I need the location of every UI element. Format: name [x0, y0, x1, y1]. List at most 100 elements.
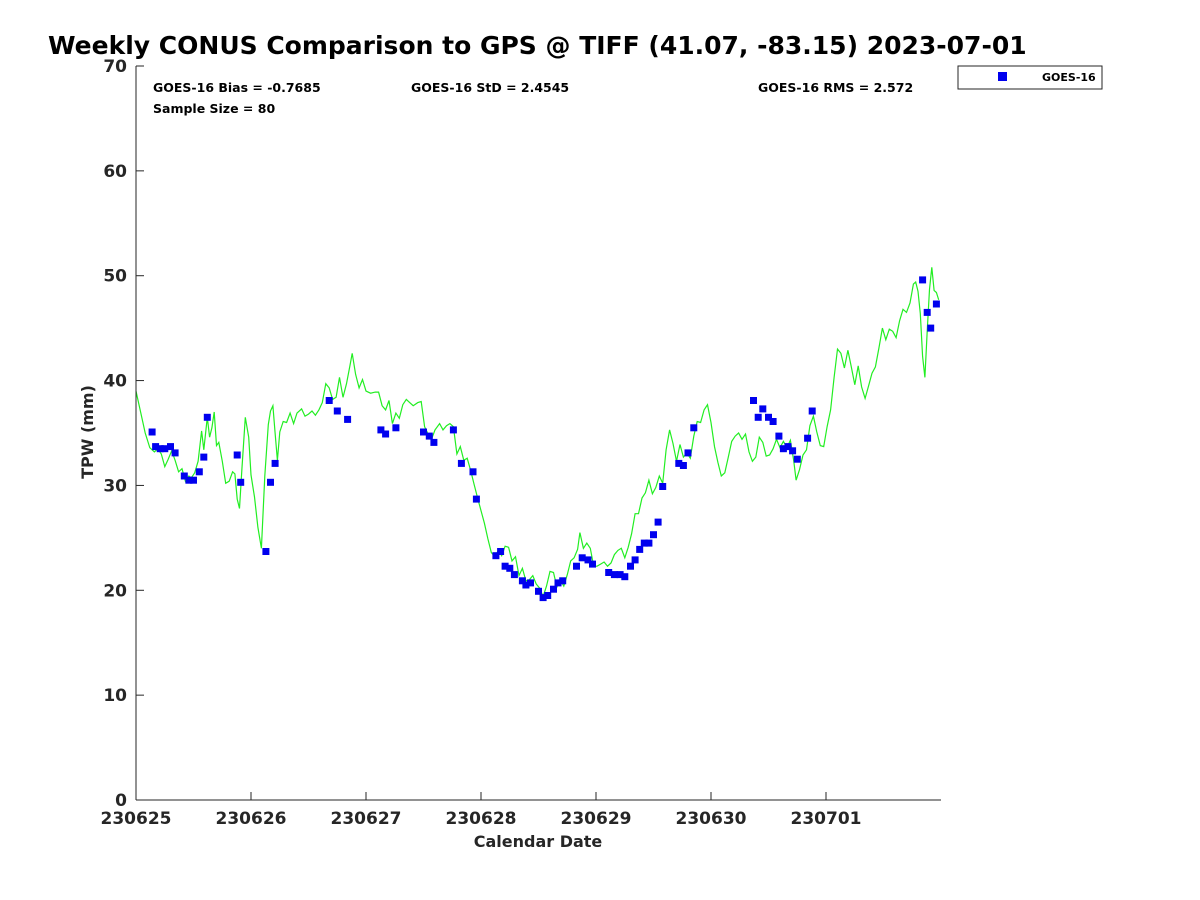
x-tick-label: 230627 — [331, 809, 402, 829]
goes16-point — [469, 468, 477, 476]
goes16-point — [621, 573, 629, 581]
y-axis-label: TPW (mm) — [78, 385, 97, 479]
legend-marker-goes16 — [998, 72, 1007, 81]
goes16-point — [610, 571, 618, 579]
goes16-point — [769, 418, 777, 425]
goes16-point — [518, 577, 526, 585]
goes16-point — [559, 577, 567, 585]
goes16-point — [640, 539, 648, 547]
y-tick-label: 60 — [103, 162, 127, 182]
goes16-point — [152, 443, 160, 451]
goes16-point — [789, 447, 797, 455]
goes16-point — [148, 428, 156, 436]
legend-label-goes16: GOES-16 — [1042, 71, 1096, 84]
goes16-point — [382, 430, 390, 438]
goes16-point — [167, 443, 174, 451]
goes16-point — [573, 562, 580, 570]
goes16-point — [589, 560, 596, 568]
goes16-point — [203, 413, 211, 421]
goes16-point — [527, 579, 534, 587]
plot-area: 0 10 20 30 40 50 60 70 230625 230626 230627 230628 2… — [101, 57, 941, 829]
y-tick-label: 10 — [103, 686, 127, 706]
goes16-point — [636, 545, 644, 553]
goes16-point — [679, 462, 687, 469]
goes16-point — [262, 548, 270, 555]
goes16-point — [793, 455, 801, 463]
sample-size-stat: Sample Size = 80 — [153, 101, 275, 116]
goes16-point — [544, 592, 552, 599]
y-tick-label: 20 — [103, 581, 127, 601]
y-tick-label: 30 — [103, 476, 127, 496]
goes16-point — [550, 585, 557, 593]
goes16-point — [506, 564, 514, 572]
goes16-point — [522, 581, 530, 589]
goes16-point — [927, 324, 935, 332]
goes16-point — [377, 426, 385, 434]
y-tick-label: 50 — [103, 267, 127, 287]
goes16-point — [675, 459, 683, 467]
goes16-point — [171, 449, 179, 457]
goes16-point — [161, 445, 169, 453]
y-tick-label: 70 — [103, 57, 127, 77]
goes16-point — [333, 407, 341, 415]
std-stat: GOES-16 StD = 2.4545 — [411, 80, 569, 95]
goes16-point — [650, 531, 657, 539]
rms-stat: GOES-16 RMS = 2.572 — [758, 80, 913, 95]
goes16-point — [501, 562, 509, 570]
goes16-point — [185, 476, 193, 484]
goes16-point — [156, 445, 164, 453]
y-tick-label: 40 — [103, 372, 127, 392]
goes16-point — [554, 579, 562, 587]
goes16-point — [344, 415, 352, 423]
goes16-point — [180, 472, 188, 480]
goes16-point — [200, 453, 208, 461]
goes16-point — [535, 587, 542, 595]
goes16-point — [492, 552, 500, 560]
goes16-point — [425, 432, 433, 440]
legend: GOES-16 — [957, 65, 1103, 90]
x-tick-label: 230628 — [446, 809, 517, 829]
goes16-point — [631, 556, 639, 564]
goes16-point — [420, 428, 427, 436]
goes16-point — [190, 476, 197, 484]
goes16-point — [325, 397, 333, 404]
goes16-point — [233, 451, 241, 459]
goes16-point — [271, 459, 279, 467]
legend-box — [957, 65, 1103, 90]
goes16-point — [775, 432, 783, 440]
goes16-point — [690, 424, 698, 432]
goes16-point — [605, 569, 613, 576]
goes16-point — [750, 397, 757, 404]
goes16-point — [759, 405, 767, 413]
goes16-point — [754, 413, 762, 421]
goes16-point — [645, 539, 653, 547]
goes16-point — [923, 308, 931, 316]
x-axis-label: Calendar Date — [474, 832, 603, 851]
chart-title: Weekly CONUS Comparison to GPS @ TIFF (4… — [48, 31, 1027, 60]
goes16-point — [584, 556, 592, 564]
goes16-point — [430, 438, 438, 446]
goes16-point — [779, 445, 787, 453]
goes16-point — [627, 562, 634, 570]
goes16-point — [539, 594, 547, 602]
goes16-point — [919, 276, 927, 284]
x-tick-label: 230626 — [216, 809, 287, 829]
goes16-point — [578, 554, 586, 562]
goes16-point — [510, 571, 518, 579]
x-tick-label: 230630 — [676, 809, 747, 829]
goes16-point — [457, 459, 465, 467]
x-tick-label: 230629 — [561, 809, 632, 829]
goes16-point — [449, 426, 457, 434]
plot-background — [136, 66, 941, 800]
y-tick-label: 0 — [115, 791, 127, 811]
goes16-point — [237, 478, 245, 486]
x-tick-label: 230625 — [101, 809, 172, 829]
goes16-point — [784, 443, 792, 451]
x-tick-label: 230701 — [791, 809, 862, 829]
goes16-point — [497, 548, 505, 555]
goes16-point — [684, 449, 692, 457]
goes16-point — [267, 478, 274, 486]
goes16-point — [659, 483, 667, 490]
goes16-point — [392, 424, 400, 432]
